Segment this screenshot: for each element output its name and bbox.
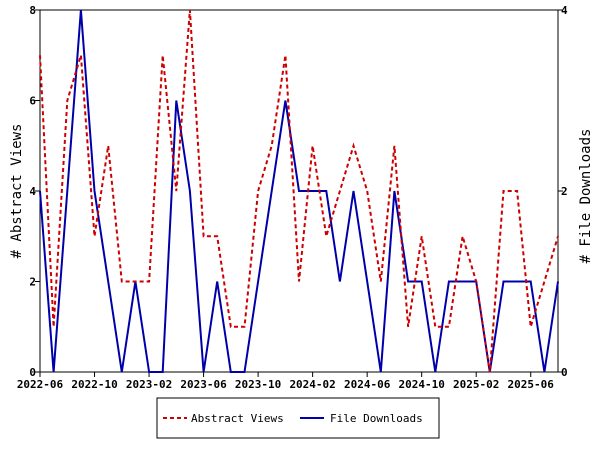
legend-label-abstract-views: Abstract Views: [191, 412, 284, 425]
y-right-tick-label: 4: [561, 4, 568, 17]
series-line-file-downloads: [39, 9, 559, 373]
y-left-tick-label: 0: [29, 366, 36, 379]
x-tick-label: 2024-06: [344, 378, 391, 391]
y-left-tick-label: 4: [29, 185, 36, 198]
y-axis-left-title: # Abstract Views: [9, 124, 25, 259]
y-axis-left: 0 2 4 6 8: [29, 4, 40, 379]
x-tick-label: 2025-02: [453, 378, 499, 391]
x-tick-label: 2023-06: [180, 378, 227, 391]
x-axis: 2022-06 2022-10 2023-02 2023-06 2023-10 2024-…: [17, 372, 554, 391]
y-left-tick-label: 2: [29, 276, 36, 289]
legend-box: [156, 397, 440, 439]
x-tick-label: 2022-06: [17, 378, 64, 391]
y-axis-right: 0 2 4: [558, 4, 568, 379]
y-left-tick-label: 8: [29, 4, 36, 17]
y-left-tick-label: 6: [29, 95, 36, 108]
x-tick-label: 2025-06: [508, 378, 555, 391]
legend-label-file-downloads: File Downloads: [330, 412, 423, 425]
series-layer: [39, 9, 559, 373]
x-tick-label: 2023-02: [126, 378, 172, 391]
x-tick-label: 2024-10: [399, 378, 445, 391]
y-axis-right-title: # File Downloads: [578, 129, 594, 264]
x-tick-label: 2024-02: [289, 378, 335, 391]
y-right-tick-label: 0: [561, 366, 568, 379]
y-right-tick-label: 2: [561, 185, 568, 198]
series-line-abstract-views: [39, 9, 559, 373]
x-tick-label: 2022-10: [71, 378, 117, 391]
legend: Abstract Views File Downloads: [156, 397, 440, 439]
x-tick-label: 2023-10: [235, 378, 281, 391]
